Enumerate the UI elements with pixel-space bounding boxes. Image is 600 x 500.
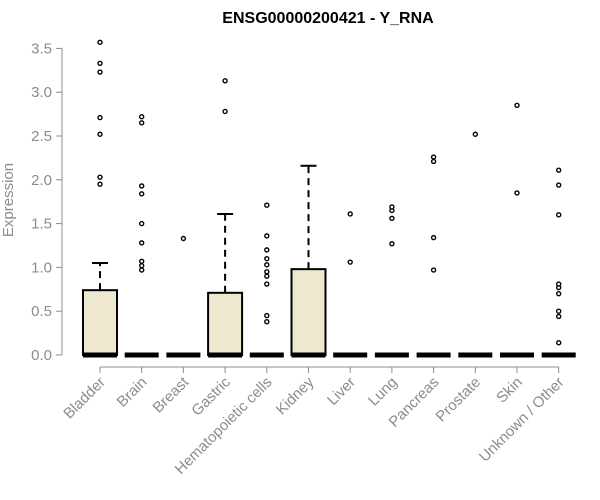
- box-4: [249, 202, 284, 358]
- outlier-point: [222, 108, 228, 115]
- outlier-point: [430, 158, 437, 165]
- y-tick-label: 3.5: [31, 40, 52, 57]
- outlier-point: [97, 39, 103, 45]
- outlier-point: [138, 183, 145, 189]
- y-tick-label: 0.5: [31, 303, 52, 320]
- outlier-point: [556, 281, 562, 287]
- x-tick-label: Prostate: [433, 374, 485, 426]
- outlier-point: [389, 204, 395, 210]
- outlier-point: [430, 234, 437, 241]
- y-axis: 0.0 0.5 1.0 1.5 2.0 2.5 3.0 3.5: [31, 40, 63, 364]
- outlier-point: [472, 131, 478, 137]
- box-7: [374, 204, 409, 358]
- outlier-point: [138, 258, 145, 264]
- outlier-point: [97, 114, 103, 121]
- y-tick-label: 2.5: [31, 128, 52, 145]
- y-tick-label: 1.0: [31, 259, 52, 276]
- x-tick-label: Breast: [150, 373, 193, 416]
- outlier-point: [389, 215, 395, 222]
- y-tick-label: 1.5: [31, 216, 52, 233]
- outlier-point: [430, 154, 437, 160]
- outlier-point: [97, 131, 103, 137]
- box-0: [82, 39, 118, 358]
- outlier-point: [264, 233, 270, 239]
- outlier-point: [264, 262, 270, 268]
- outlier-point: [347, 259, 353, 265]
- outlier-point: [264, 281, 270, 287]
- box-11: [541, 167, 576, 358]
- outlier-point: [556, 290, 562, 297]
- outlier-point: [264, 269, 270, 275]
- box-2: [166, 235, 201, 358]
- x-tick-label: Lung: [365, 374, 401, 410]
- outlier-point: [138, 267, 145, 273]
- x-tick-label: Kidney: [273, 373, 318, 418]
- outlier-point: [556, 313, 562, 320]
- box-1: [124, 114, 159, 358]
- outlier-point: [556, 182, 562, 188]
- box-10: [500, 102, 534, 358]
- outlier-point: [556, 340, 562, 346]
- outlier-point: [556, 167, 562, 173]
- box-iqr: [290, 268, 327, 357]
- outlier-point: [97, 60, 103, 66]
- outlier-point: [514, 102, 520, 109]
- box-5: [290, 164, 327, 358]
- y-tick-label: 2.0: [31, 172, 52, 189]
- outlier-point: [138, 120, 145, 126]
- x-tick-label: Brain: [114, 374, 151, 411]
- box-8: [416, 154, 451, 358]
- box-6: [333, 211, 368, 358]
- plot-area: [82, 39, 576, 358]
- outlier-point: [556, 212, 562, 218]
- outlier-point: [97, 174, 103, 180]
- outlier-point: [222, 78, 228, 84]
- outlier-point: [138, 220, 145, 227]
- outlier-point: [138, 240, 145, 246]
- box-iqr: [82, 289, 118, 356]
- outlier-point: [556, 308, 562, 314]
- outlier-point: [138, 262, 145, 269]
- outlier-point: [347, 211, 353, 217]
- outlier-point: [264, 273, 270, 279]
- outlier-point: [264, 255, 270, 262]
- outlier-point: [264, 247, 270, 253]
- chart-title: ENSG00000200421 - Y_RNA: [222, 10, 434, 27]
- x-tick-label: Skin: [493, 374, 526, 407]
- x-tick-label: Liver: [324, 374, 359, 409]
- outlier-point: [389, 241, 395, 247]
- outlier-point: [138, 191, 145, 197]
- outlier-point: [514, 190, 520, 196]
- outlier-point: [97, 69, 103, 75]
- outlier-point: [97, 181, 103, 187]
- box-9: [458, 131, 493, 358]
- outlier-point: [138, 114, 145, 120]
- outlier-point: [180, 235, 187, 242]
- y-axis-label: Expression: [0, 163, 17, 237]
- box-iqr: [207, 291, 244, 356]
- y-tick-label: 3.0: [31, 84, 52, 101]
- outlier-point: [430, 267, 437, 273]
- x-tick-label: Bladder: [60, 374, 109, 423]
- outlier-point: [264, 319, 270, 325]
- outlier-point: [264, 202, 270, 208]
- y-tick-label: 0.0: [31, 347, 52, 364]
- outlier-point: [264, 312, 270, 319]
- box-3: [207, 78, 244, 358]
